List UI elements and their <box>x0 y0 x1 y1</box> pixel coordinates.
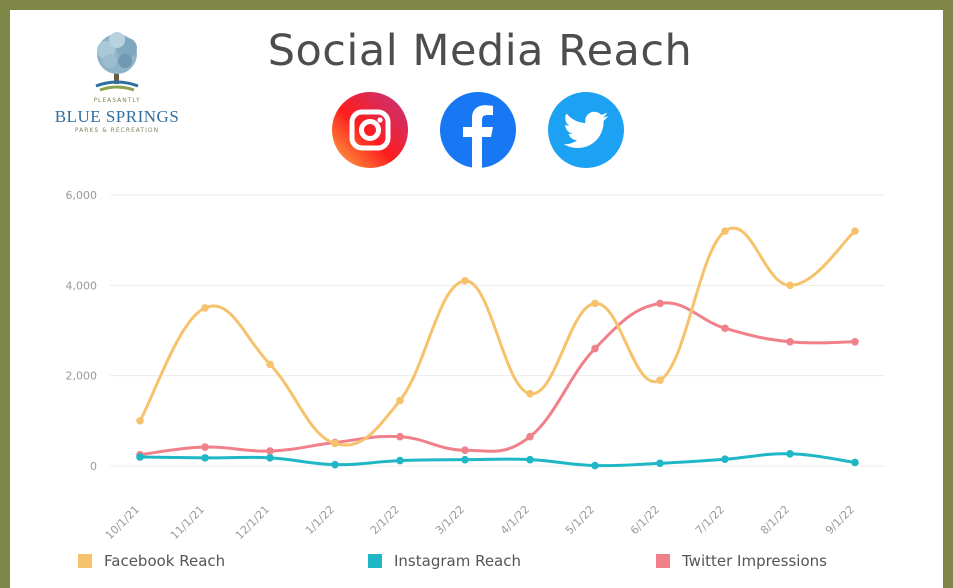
x-tick-label: 1/1/22 <box>303 503 337 537</box>
data-point-twitter <box>591 344 599 353</box>
series-line-facebook <box>138 226 857 447</box>
y-tick-label: 0 <box>90 460 97 473</box>
legend-item-instagram: Instagram Reach <box>368 551 521 571</box>
x-tick-label: 3/1/22 <box>433 503 467 537</box>
logo-top-line: PLEASANTLY <box>93 97 141 104</box>
legend-swatch-instagram <box>368 554 382 568</box>
logo-bottom-line: PARKS & RECREATION <box>74 127 160 134</box>
data-point-instagram <box>201 454 209 462</box>
data-point-twitter <box>201 443 209 451</box>
x-tick-label: 5/1/22 <box>563 503 597 537</box>
x-tick-label: 10/1/21 <box>103 503 142 542</box>
data-point-facebook <box>591 299 599 308</box>
data-point-twitter <box>786 337 794 346</box>
x-tick-label: 9/1/22 <box>823 503 857 537</box>
data-point-instagram <box>526 455 534 464</box>
data-point-instagram <box>591 461 599 470</box>
series-line-twitter <box>138 301 857 457</box>
data-point-twitter <box>396 432 404 441</box>
data-point-twitter <box>721 324 729 333</box>
x-tick-label: 8/1/22 <box>758 503 792 537</box>
data-point-instagram <box>721 455 729 464</box>
x-tick-label: 4/1/22 <box>498 503 532 537</box>
data-point-instagram <box>331 460 339 469</box>
data-point-facebook <box>136 417 144 425</box>
data-point-instagram <box>461 455 469 464</box>
data-point-facebook <box>851 227 859 235</box>
legend-label-facebook: Facebook Reach <box>104 552 226 570</box>
x-tick-label: 7/1/22 <box>693 503 727 537</box>
x-tick-label: 12/1/21 <box>233 503 272 542</box>
data-point-instagram <box>136 453 144 461</box>
y-tick-label: 4,000 <box>66 279 98 292</box>
x-tick-label: 6/1/22 <box>628 503 662 537</box>
data-point-facebook <box>201 304 209 312</box>
data-point-facebook <box>526 389 534 398</box>
tree-logo-icon <box>84 28 150 94</box>
legend-item-facebook: Facebook Reach <box>78 551 225 571</box>
data-point-twitter <box>266 447 274 455</box>
legend-swatch-facebook <box>78 554 92 568</box>
facebook-icon <box>438 90 518 170</box>
twitter-icon <box>546 90 626 170</box>
data-point-instagram <box>396 456 404 465</box>
data-point-facebook <box>461 277 469 285</box>
instagram-icon <box>330 90 410 170</box>
data-point-twitter <box>851 337 859 346</box>
data-point-twitter <box>656 299 664 308</box>
x-tick-label: 2/1/22 <box>368 503 402 537</box>
data-point-twitter <box>461 446 469 454</box>
y-tick-label: 2,000 <box>66 370 98 383</box>
legend-label-twitter: Twitter Impressions <box>682 552 827 570</box>
data-point-facebook <box>786 281 794 290</box>
data-point-facebook <box>396 396 404 405</box>
data-point-facebook <box>656 376 664 384</box>
data-point-facebook <box>331 439 339 448</box>
data-point-twitter <box>526 432 534 441</box>
legend-item-twitter: Twitter Impressions <box>656 551 827 571</box>
blue-springs-logo: PLEASANTLY BLUE SPRINGS PARKS & RECREATI… <box>42 28 192 158</box>
data-point-facebook <box>721 227 729 235</box>
series-line-instagram <box>138 452 857 468</box>
page-title: Social Media Reach <box>267 26 693 76</box>
x-tick-label: 11/1/21 <box>168 503 207 542</box>
y-tick-label: 6,000 <box>66 189 98 202</box>
legend-swatch-twitter <box>656 554 670 568</box>
data-point-instagram <box>266 454 274 462</box>
data-point-instagram <box>786 450 794 458</box>
data-point-instagram <box>851 458 859 467</box>
logo-name: BLUE SPRINGS <box>54 107 180 126</box>
legend-label-instagram: Instagram Reach <box>394 552 522 570</box>
data-point-facebook <box>266 360 274 369</box>
data-point-instagram <box>656 459 664 468</box>
